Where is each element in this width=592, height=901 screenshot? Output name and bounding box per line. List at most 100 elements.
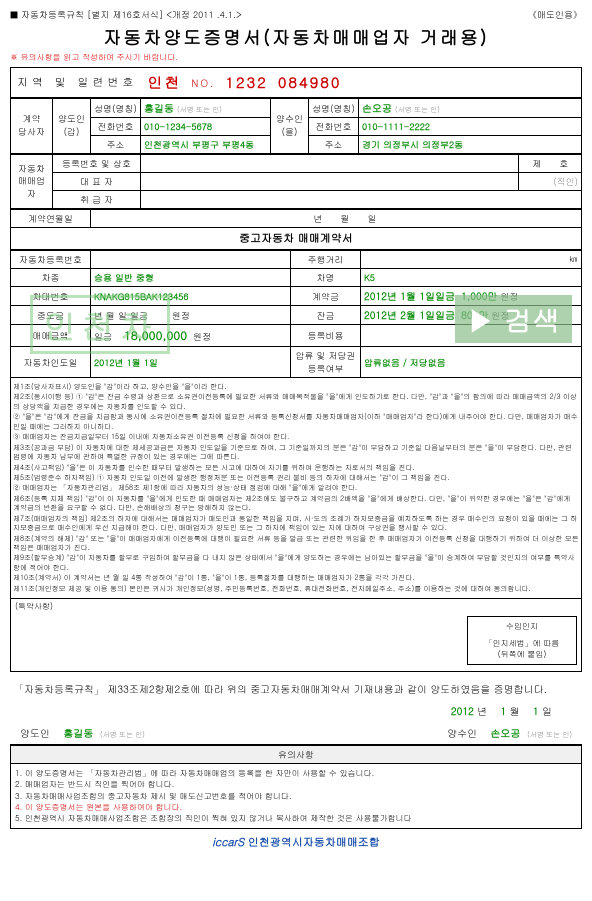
seal: (직인) xyxy=(519,173,582,191)
term-line: ② 매매업자는 「자동차관리법」 제58조 제1항에 따라 자동차의 성능·상태… xyxy=(13,483,579,492)
sign-hint1: (서명 또는 인) xyxy=(100,729,145,739)
date-m: 1 xyxy=(500,704,506,718)
term-line: 제5조(법령준수 하자책임) ① 자동차 인도일 이전에 발생한 행정처분 또는… xyxy=(13,473,579,482)
sign-hint2: (서명 또는 인) xyxy=(527,729,572,739)
type: 승용 일반 중형 xyxy=(91,269,291,287)
receipt-box: 수입인지 「인지세법」에 따름 (뒤쪽에 붙임) xyxy=(467,616,577,665)
term-line: 제2조(동시이행 등) ① "갑"은 잔금 수령과 상환으로 소유권이전등록에 … xyxy=(13,392,579,411)
mid-unit: 원정 xyxy=(172,309,190,322)
sig-hint: (서명 또는 인) xyxy=(177,104,222,114)
subtitle: 중고자동차 매매계약서 xyxy=(10,228,582,250)
tel-label: 전화번호 xyxy=(91,118,141,136)
special-label: (특약사항) xyxy=(15,601,577,612)
term-line: 제11조(개인정보 제공 및 이용 동의) 본인은 귀사가 개인정보(성명, 주… xyxy=(13,584,579,593)
addr-label2: 주소 xyxy=(309,136,359,154)
term-line: 제8조(계약의 해제) "갑" 또는 "을"이 매매업자에게 이전등록에 대행이… xyxy=(13,534,579,553)
note: ※ 유의사항을 읽고 작성하여 주시기 바랍니다. xyxy=(10,52,582,63)
date-y: 2012 xyxy=(451,704,474,718)
footer-logo: iccarS xyxy=(212,835,244,850)
type-label: 차종 xyxy=(11,269,91,287)
fee-label: 등록비용 xyxy=(291,325,361,347)
serial-row: 지역 및 일련번호 인천 NO. 1232 084980 xyxy=(10,67,582,98)
mileage-label: 주행거리 xyxy=(291,251,361,269)
dealer-rep-label: 대 표 자 xyxy=(53,173,141,191)
contract-date-label: 계약연월일 xyxy=(11,210,91,228)
vehicle-name: K5 xyxy=(361,269,582,287)
buyer-sign: 손오공 xyxy=(490,726,520,740)
watermark1: 인천차 xyxy=(30,295,170,354)
term-line: 제4조(사고책임) "을"은 이 자동차를 인수한 때부터 발생하는 모든 사고… xyxy=(13,463,579,472)
balance-date: 2012년 2월 1일일금 xyxy=(364,308,455,322)
seller-sign: 홍길동 xyxy=(63,726,93,740)
term-line: 제3조(공과금 부담) 이 자동차에 대한 제세공과금은 자동차 인도일을 기준… xyxy=(13,443,579,462)
date-line: 2012 년 1 월 1 일 xyxy=(10,700,582,722)
receipt-title: 수입인지 xyxy=(472,621,572,632)
serial-no2: 084980 xyxy=(278,72,342,93)
m: 월 xyxy=(340,212,349,225)
notice-title: 유의사항 xyxy=(10,745,582,764)
notice-line: 1. 이 양도증명서는 「자동차관리법」에 따라 자동차매매업의 등록을 한 자… xyxy=(15,768,577,779)
buyer-name: 손오공 xyxy=(362,101,392,115)
notices: 1. 이 양도증명서는 「자동차관리법」에 따라 자동차매매업의 등록을 한 자… xyxy=(10,764,582,829)
seller-sign-label: 양도인 xyxy=(20,726,50,740)
notice-line: 3. 자동차매매사업조합의 중고자동차 제시 및 매도신고번호를 적어야 합니다… xyxy=(15,791,577,802)
notice-line: 2. 매매업자는 반드시 직인을 찍어야 합니다. xyxy=(15,779,577,790)
receipt-line2: (뒤쪽에 붙임) xyxy=(472,649,572,660)
balance-label: 잔금 xyxy=(291,306,361,325)
buyer-role: 양수인(을) xyxy=(271,99,309,154)
party-section: 계약당사자 xyxy=(11,99,53,154)
name-label2: 성명(명칭) xyxy=(309,99,359,118)
doc-title: 자동차양도증명서(자동차매매업자 거래용) xyxy=(10,25,582,50)
party-table: 계약당사자 양도인(갑) 성명(명칭) 홍길동 (서명 또는 인) 양수인(을)… xyxy=(10,98,582,154)
deposit-date: 2012년 1월 1일일금 xyxy=(364,289,455,303)
deposit-label: 계약금 xyxy=(291,287,361,306)
watermark2: 검색 xyxy=(455,295,572,343)
term-line: ② "을"은 "갑"에게 잔금을 지급함과 동시에 소유권이전등록 절차에 필요… xyxy=(13,412,579,431)
receipt-line1: 「인지세법」에 따름 xyxy=(472,638,572,649)
serial-no1: 1232 xyxy=(225,72,267,93)
notice-line: 4. 이 양도증명서는 원본을 사용하여야 합니다. xyxy=(15,802,577,813)
terms-block: 제1조(당사자표시) 양도인을 "갑"이라 하고, 양수인을 "을"이라 한다.… xyxy=(10,378,582,599)
d: 일 xyxy=(367,212,376,225)
buyer-sign-label: 양수인 xyxy=(447,726,477,740)
yl: 년 xyxy=(477,704,487,718)
copy-label: 《매도인용》 xyxy=(528,8,582,21)
term-line: 제9조(할부승계) "갑"이 자동차를 할부로 구입하여 할부금을 다 내지 않… xyxy=(13,553,579,572)
date-d: 1 xyxy=(533,704,539,718)
seller-name: 홍길동 xyxy=(144,101,174,115)
ho: 호 xyxy=(559,157,568,170)
footer: iccarS 인천광역시자동차매매조합 xyxy=(10,829,582,856)
mileage-unit: ㎞ xyxy=(569,253,578,266)
cert-text: 「자동차등록규칙」 제33조제2항제2호에 따라 위의 중고자동차매매계약서 기… xyxy=(10,672,582,700)
term-line: 제6조(등록 지체 책임) "갑"이 이 자동차를 "을"에게 인도한 때 매매… xyxy=(13,494,579,513)
form-code: ■ 자동차등록규칙 [별지 제16호서식] <개정 2011 .4.1.> xyxy=(10,8,242,21)
seller-addr: 인천광역시 부평구 부평4동 xyxy=(141,136,271,154)
ml: 월 xyxy=(510,704,520,718)
term-line: ③ 매매업자는 잔금지급일부터 15일 이내에 자동차소유권 이전등록 신청을 … xyxy=(13,432,579,441)
notice-line: 5. 인천광역시 자동차매매사업조합은 조합장의 직인이 찍혀 있지 않거나 복… xyxy=(15,813,577,824)
lien-label: 압류 및 저당권 등록여부 xyxy=(291,347,361,378)
seller-tel: 010-1234-5678 xyxy=(141,118,271,136)
buyer-tel: 010-1111-2222 xyxy=(359,118,582,136)
serial-label: 지역 및 일련번호 xyxy=(17,75,137,90)
dealer-section: 자동차매매업자 xyxy=(11,155,53,209)
dealer-handler-label: 취 급 자 xyxy=(53,191,141,209)
sig-hint2: (서명 또는 인) xyxy=(395,104,440,114)
name-label: 차명 xyxy=(291,269,361,287)
serial-no-label: NO. xyxy=(191,76,215,90)
dealer-regno-label: 등록번호 및 상호 xyxy=(53,155,141,173)
footer-text: 인천광역시자동차매매조합 xyxy=(248,835,380,850)
addr-label: 주소 xyxy=(91,136,141,154)
term-line: 제10조(계약서) 이 계약서는 년 월 일 4통 작성하여 "갑"이 1통, … xyxy=(13,573,579,582)
dl: 일 xyxy=(542,704,552,718)
name-label: 성명(명칭) xyxy=(91,99,141,118)
contract-date-table: 계약연월일 년 월 일 xyxy=(10,209,582,228)
serial-region: 인천 xyxy=(147,72,181,93)
lien: 압류없음 / 저당없음 xyxy=(361,347,582,378)
y: 년 xyxy=(314,212,323,225)
tel-label2: 전화번호 xyxy=(309,118,359,136)
regno-label: 자동차등록번호 xyxy=(11,251,91,269)
term-line: 제7조(매매업자의 책임) 제2조의 하자에 대해서는 매매업자가 매도인과 동… xyxy=(13,514,579,533)
term-line: 제1조(당사자표시) 양도인을 "갑"이라 하고, 양수인을 "을"이라 한다. xyxy=(13,382,579,391)
price-unit: 원정 xyxy=(193,330,211,343)
